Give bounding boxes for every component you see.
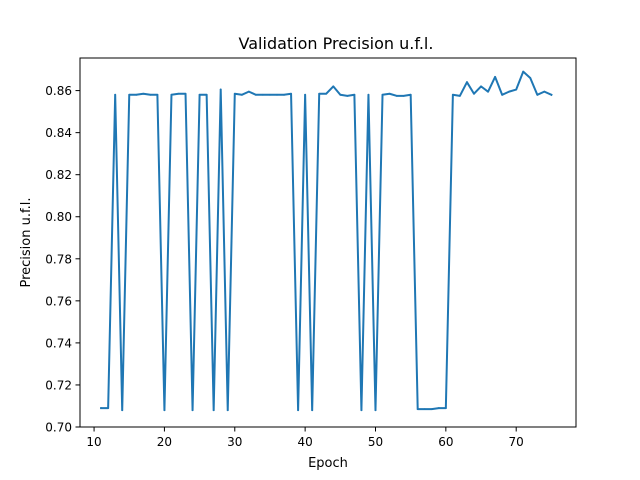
data-point (163, 409, 166, 412)
data-point (529, 77, 532, 79)
x-axis-label: Epoch (308, 456, 348, 471)
data-point (550, 93, 553, 96)
data-point (325, 92, 328, 95)
data-point (374, 409, 377, 412)
y-tick-label: 0.72 (45, 378, 72, 392)
y-tick-label: 0.80 (45, 210, 72, 224)
data-point (494, 76, 496, 78)
data-point (515, 88, 518, 91)
data-point (402, 94, 405, 97)
data-point (346, 94, 349, 97)
data-point (395, 94, 398, 97)
data-point (184, 92, 187, 95)
data-point (297, 409, 299, 412)
data-point (283, 93, 285, 96)
data-point (311, 409, 314, 412)
data-point (100, 407, 103, 409)
data-point (360, 409, 363, 412)
data-point (451, 93, 454, 96)
data-point (254, 93, 257, 96)
chart-title: Validation Precision u.f.l. (239, 34, 434, 53)
data-point (170, 93, 173, 96)
data-point (339, 93, 342, 96)
data-point (142, 92, 145, 95)
x-axis-ticks: 10 20 30 40 50 60 70 (86, 427, 524, 449)
data-point (149, 93, 152, 96)
y-tick-label: 0.70 (45, 421, 72, 435)
y-axis-ticks: 0.70 0.72 0.74 0.76 0.78 0.80 0.82 0.84 0.86 (45, 84, 80, 435)
data-point (269, 93, 271, 96)
y-tick-label: 0.78 (45, 252, 72, 266)
x-tick-label: 30 (227, 435, 242, 449)
data-point (114, 93, 117, 96)
data-point (409, 93, 412, 96)
y-tick-label: 0.82 (45, 168, 72, 182)
data-point (522, 70, 525, 73)
data-point (536, 93, 539, 96)
y-tick-label: 0.86 (45, 84, 72, 98)
data-point (290, 92, 292, 95)
data-point (473, 92, 475, 95)
data-point (240, 93, 243, 96)
x-tick-label: 60 (438, 435, 453, 449)
y-tick-label: 0.74 (45, 336, 72, 350)
data-point (430, 408, 433, 411)
data-point (416, 408, 419, 411)
data-point (353, 93, 356, 96)
data-point (128, 93, 131, 96)
plot-frame (79, 57, 577, 428)
data-point (177, 92, 180, 95)
data-point (135, 93, 138, 96)
data-point (466, 81, 468, 84)
y-tick-label: 0.84 (45, 126, 72, 140)
data-point (501, 93, 504, 96)
data-point (107, 407, 110, 409)
data-point (219, 88, 222, 91)
x-tick-label: 10 (86, 435, 101, 449)
data-point (318, 92, 321, 95)
data-point (205, 93, 208, 96)
data-point (233, 92, 236, 95)
x-tick-label: 40 (297, 435, 312, 449)
data-point (508, 90, 511, 93)
plot-series (100, 70, 553, 412)
x-tick-label: 50 (368, 435, 383, 449)
data-point (276, 93, 278, 96)
data-point (191, 409, 194, 412)
data-point (226, 409, 229, 412)
data-point (156, 93, 159, 96)
data-point (437, 407, 440, 409)
data-point (247, 90, 250, 93)
data-point (212, 409, 215, 412)
data-point (381, 93, 384, 96)
y-axis-label: Precision u.f.l. (19, 197, 34, 287)
data-point (367, 93, 370, 96)
data-point (480, 85, 482, 88)
data-point (459, 94, 461, 97)
x-tick-label: 70 (509, 435, 524, 449)
data-point (423, 408, 426, 411)
data-point (543, 90, 546, 93)
data-point (304, 93, 307, 96)
x-tick-label: 20 (157, 435, 172, 449)
data-point (198, 93, 201, 96)
y-tick-label: 0.76 (45, 294, 72, 308)
data-point (121, 409, 124, 412)
data-point (332, 85, 335, 88)
data-point (487, 90, 489, 93)
data-point (388, 92, 391, 95)
data-point (444, 407, 447, 409)
data-point (262, 93, 264, 96)
